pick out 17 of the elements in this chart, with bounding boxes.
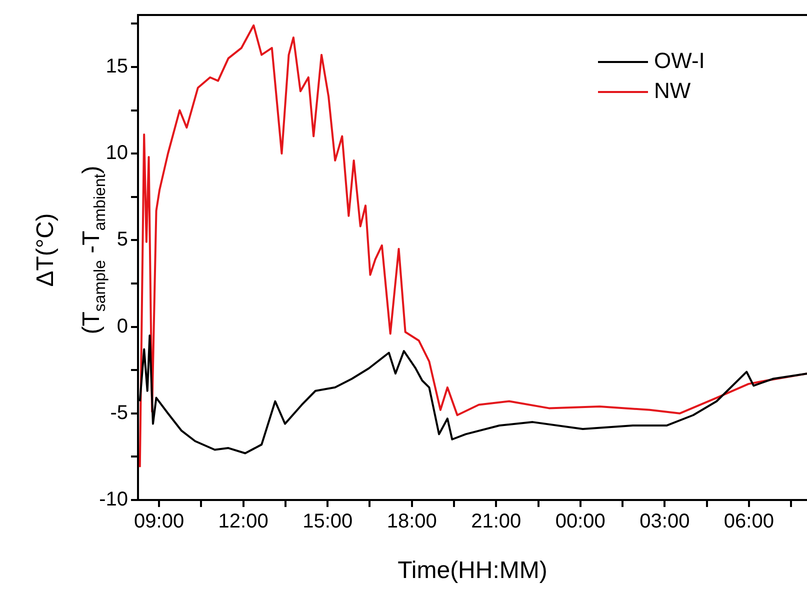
x-tick-label: 09:00 [134, 510, 184, 533]
x-tick-label: 21:00 [471, 510, 522, 533]
y-tick-label: 15 [106, 55, 128, 78]
y-tick-label: -5 [110, 402, 128, 424]
x-tick-label: 00:00 [555, 510, 606, 533]
x-axis-title: Time(HH:MM) [398, 557, 548, 584]
y-tick-label: 5 [116, 228, 128, 251]
legend-label: OW-I [654, 48, 705, 74]
x-tick-label: 12:00 [218, 510, 268, 533]
x-tick-label: 03:00 [640, 510, 690, 533]
y-tick-label: -10 [99, 488, 128, 511]
x-tick-label: 06:00 [724, 510, 774, 533]
y-tick-label: 0 [116, 315, 128, 338]
x-tick-label: 18:00 [386, 510, 437, 533]
x-tick-label: 15:00 [302, 510, 353, 533]
legend-label: NW [654, 78, 691, 104]
y-tick-label: 10 [106, 142, 128, 164]
